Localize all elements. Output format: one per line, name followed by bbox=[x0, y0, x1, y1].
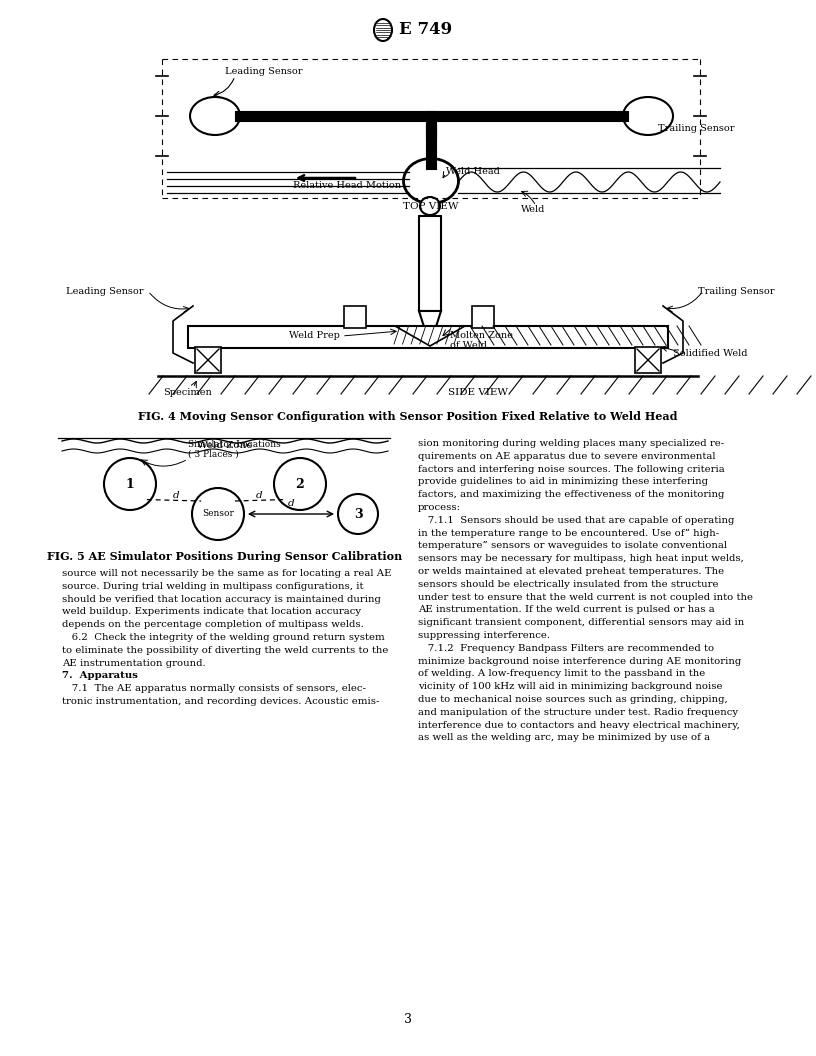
Text: Specimen: Specimen bbox=[163, 388, 211, 397]
Ellipse shape bbox=[403, 158, 459, 204]
Text: Solidified Weld: Solidified Weld bbox=[673, 350, 747, 358]
Polygon shape bbox=[419, 312, 441, 333]
Text: SIDE VIEW: SIDE VIEW bbox=[448, 388, 508, 397]
Text: sion monitoring during welding places many specialized re-: sion monitoring during welding places ma… bbox=[418, 439, 724, 448]
Text: Relative Head Motion: Relative Head Motion bbox=[293, 181, 401, 190]
Bar bbox=[635, 347, 661, 373]
Text: TOP VIEW: TOP VIEW bbox=[403, 202, 459, 211]
Text: AE instrumentation. If the weld current is pulsed or has a: AE instrumentation. If the weld current … bbox=[418, 605, 715, 615]
Text: interference due to contactors and heavy electrical machinery,: interference due to contactors and heavy… bbox=[418, 720, 740, 730]
Text: E 749: E 749 bbox=[399, 21, 452, 38]
Text: Leading Sensor: Leading Sensor bbox=[65, 286, 143, 296]
Text: d: d bbox=[173, 490, 180, 499]
Circle shape bbox=[104, 458, 156, 510]
Text: under test to ensure that the weld current is not coupled into the: under test to ensure that the weld curre… bbox=[418, 592, 753, 602]
Text: Trailing Sensor: Trailing Sensor bbox=[658, 124, 734, 133]
Text: due to mechanical noise sources such as grinding, chipping,: due to mechanical noise sources such as … bbox=[418, 695, 728, 704]
Bar bbox=[426, 124, 436, 138]
Text: d: d bbox=[288, 499, 295, 508]
Text: Weld Zone: Weld Zone bbox=[197, 441, 253, 451]
Text: 7.1  The AE apparatus normally consists of sensors, elec-: 7.1 The AE apparatus normally consists o… bbox=[62, 684, 366, 693]
Circle shape bbox=[338, 494, 378, 534]
Ellipse shape bbox=[420, 197, 440, 215]
Text: 3: 3 bbox=[404, 1013, 412, 1026]
Text: Sensor: Sensor bbox=[202, 509, 234, 518]
Bar bbox=[472, 306, 494, 328]
Text: source. During trial welding in multipass configurations, it: source. During trial welding in multipas… bbox=[62, 582, 363, 590]
Text: Simulator Locations
( 3 Places ): Simulator Locations ( 3 Places ) bbox=[188, 439, 281, 459]
Ellipse shape bbox=[190, 97, 240, 135]
Text: tronic instrumentation, and recording devices. Acoustic emis-: tronic instrumentation, and recording de… bbox=[62, 697, 379, 706]
Text: and manipulation of the structure under test. Radio frequency: and manipulation of the structure under … bbox=[418, 708, 738, 717]
Text: as well as the welding arc, may be minimized by use of a: as well as the welding arc, may be minim… bbox=[418, 734, 710, 742]
Text: depends on the percentage completion of multipass welds.: depends on the percentage completion of … bbox=[62, 620, 364, 629]
Ellipse shape bbox=[623, 97, 673, 135]
Text: FIG. 4 Moving Sensor Configuration with Sensor Position Fixed Relative to Weld H: FIG. 4 Moving Sensor Configuration with … bbox=[138, 411, 678, 422]
Text: Weld Head: Weld Head bbox=[446, 167, 500, 175]
Text: Trailing Sensor: Trailing Sensor bbox=[698, 286, 774, 296]
Text: should be verified that location accuracy is maintained during: should be verified that location accurac… bbox=[62, 595, 381, 604]
Text: vicinity of 100 kHz will aid in minimizing background noise: vicinity of 100 kHz will aid in minimizi… bbox=[418, 682, 722, 692]
Text: suppressing interference.: suppressing interference. bbox=[418, 631, 550, 640]
Text: FIG. 5 AE Simulator Positions During Sensor Calibration: FIG. 5 AE Simulator Positions During Sen… bbox=[47, 551, 402, 562]
Text: of welding. A low-frequency limit to the passband in the: of welding. A low-frequency limit to the… bbox=[418, 670, 705, 678]
Text: factors and interfering noise sources. The following criteria: factors and interfering noise sources. T… bbox=[418, 465, 725, 473]
Text: or welds maintained at elevated preheat temperatures. The: or welds maintained at elevated preheat … bbox=[418, 567, 724, 576]
Text: sensors may be necessary for multipass, high heat input welds,: sensors may be necessary for multipass, … bbox=[418, 554, 744, 563]
Bar bbox=[419, 216, 441, 312]
Text: 2: 2 bbox=[295, 477, 304, 490]
Text: temperature” sensors or waveguides to isolate conventional: temperature” sensors or waveguides to is… bbox=[418, 542, 727, 550]
Text: Molten Zone
of Weld: Molten Zone of Weld bbox=[450, 331, 513, 351]
Text: process:: process: bbox=[418, 503, 461, 512]
Bar bbox=[344, 306, 366, 328]
Bar bbox=[188, 326, 668, 348]
Text: weld buildup. Experiments indicate that location accuracy: weld buildup. Experiments indicate that … bbox=[62, 607, 361, 617]
Text: AE instrumentation ground.: AE instrumentation ground. bbox=[62, 659, 206, 667]
Text: 3: 3 bbox=[353, 508, 362, 521]
Text: in the temperature range to be encountered. Use of“ high-: in the temperature range to be encounter… bbox=[418, 529, 719, 538]
Text: to eliminate the possibility of diverting the weld currents to the: to eliminate the possibility of divertin… bbox=[62, 646, 388, 655]
Text: minimize background noise interference during AE monitoring: minimize background noise interference d… bbox=[418, 657, 741, 665]
Text: Leading Sensor: Leading Sensor bbox=[225, 67, 303, 76]
Text: 7.  Apparatus: 7. Apparatus bbox=[62, 672, 138, 680]
Text: factors, and maximizing the effectiveness of the monitoring: factors, and maximizing the effectivenes… bbox=[418, 490, 725, 499]
Text: significant transient component, differential sensors may aid in: significant transient component, differe… bbox=[418, 618, 744, 627]
Text: quirements on AE apparatus due to severe environmental: quirements on AE apparatus due to severe… bbox=[418, 452, 716, 460]
Text: 7.1.2  Frequency Bandpass Filters are recommended to: 7.1.2 Frequency Bandpass Filters are rec… bbox=[418, 644, 714, 653]
Text: 1: 1 bbox=[126, 477, 135, 490]
Text: 7.1.1  Sensors should be used that are capable of operating: 7.1.1 Sensors should be used that are ca… bbox=[418, 515, 734, 525]
Text: source will not necessarily be the same as for locating a real AE: source will not necessarily be the same … bbox=[62, 569, 392, 578]
Text: sensors should be electrically insulated from the structure: sensors should be electrically insulated… bbox=[418, 580, 719, 589]
Text: Weld: Weld bbox=[521, 205, 545, 213]
Text: Weld Prep: Weld Prep bbox=[289, 332, 340, 340]
Bar bbox=[195, 347, 221, 373]
Circle shape bbox=[192, 488, 244, 540]
Text: 6.2  Check the integrity of the welding ground return system: 6.2 Check the integrity of the welding g… bbox=[62, 633, 385, 642]
Text: d: d bbox=[255, 490, 262, 499]
Circle shape bbox=[274, 458, 326, 510]
Text: provide guidelines to aid in minimizing these interfering: provide guidelines to aid in minimizing … bbox=[418, 477, 708, 487]
